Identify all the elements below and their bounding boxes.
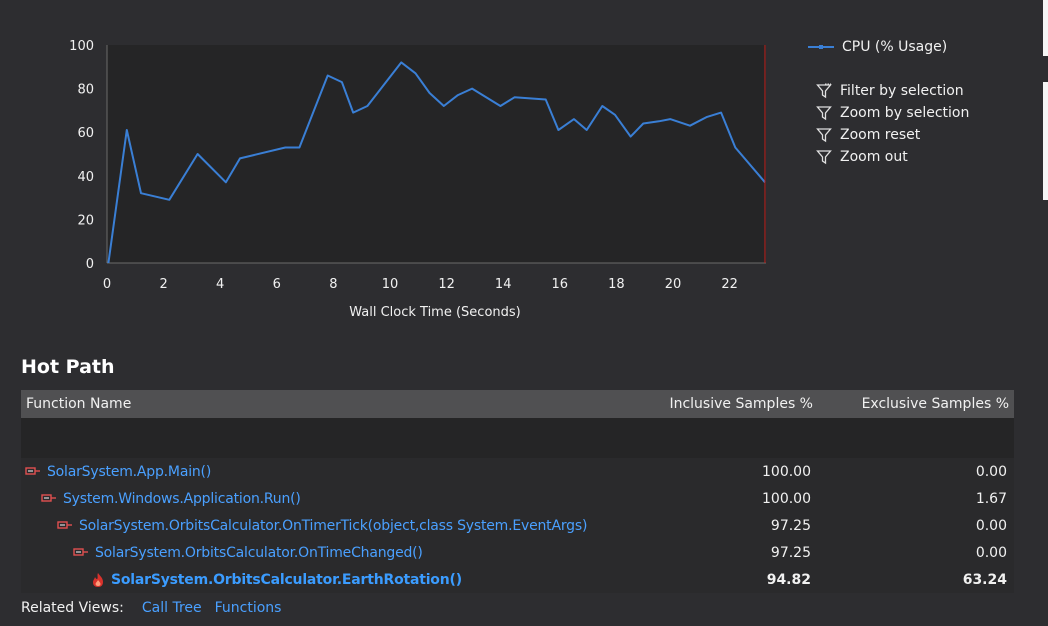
hot-path-icon — [73, 547, 88, 556]
hot-path-table: Function Name Inclusive Samples % Exclus… — [21, 390, 1014, 593]
zoom-by-selection-label: Zoom by selection — [840, 105, 970, 121]
function-name-link[interactable]: System.Windows.Application.Run() — [63, 490, 301, 507]
flame-icon — [93, 572, 103, 587]
related-views: Related Views: Call Tree Functions — [21, 600, 294, 616]
cpu-usage-chart[interactable]: 0 20 40 60 80 100 0 2 4 6 8 10 12 14 16 18 20 22 Wall Cl… — [0, 0, 1048, 340]
x-tick-label: 2 — [159, 277, 167, 292]
y-tick-label: 60 — [77, 126, 94, 141]
x-axis: 0 2 4 6 8 10 12 14 16 18 20 22 — [103, 277, 738, 292]
functions-link[interactable]: Functions — [214, 600, 282, 616]
x-tick-label: 0 — [103, 277, 111, 292]
inclusive-samples-value: 94.82 — [766, 571, 811, 588]
zoom-out-button[interactable]: Zoom out — [816, 149, 908, 165]
table-row[interactable]: System.Windows.Application.Run() 100.00 … — [21, 485, 1014, 512]
legend-label: CPU (% Usage) — [842, 39, 948, 55]
zoom-reset-label: Zoom reset — [840, 127, 921, 143]
table-header: Function Name Inclusive Samples % Exclus… — [21, 390, 1014, 418]
exclusive-samples-value: 0.00 — [975, 463, 1007, 480]
filter-selection-icon — [816, 83, 832, 99]
funnel-icon — [816, 128, 832, 143]
x-tick-label: 18 — [608, 277, 625, 292]
filter-by-selection-label: Filter by selection — [840, 83, 964, 99]
table-body: SolarSystem.App.Main() 100.00 0.00 Syste… — [21, 458, 1014, 593]
inclusive-samples-value: 97.25 — [770, 544, 811, 561]
x-tick-label: 16 — [552, 277, 569, 292]
filter-by-selection-button[interactable]: Filter by selection — [816, 83, 964, 99]
y-axis: 0 20 40 60 80 100 — [69, 39, 94, 272]
y-tick-label: 0 — [86, 257, 94, 272]
call-tree-link[interactable]: Call Tree — [141, 600, 202, 616]
function-name-link[interactable]: SolarSystem.OrbitsCalculator.OnTimerTick… — [79, 517, 588, 534]
table-row[interactable]: SolarSystem.OrbitsCalculator.OnTimerTick… — [21, 512, 1014, 539]
column-header-exclusive-samples[interactable]: Exclusive Samples % — [861, 396, 1009, 412]
column-header-inclusive-samples[interactable]: Inclusive Samples % — [669, 396, 813, 412]
funnel-icon — [816, 106, 832, 121]
plot-area[interactable] — [107, 45, 766, 263]
table-row[interactable]: SolarSystem.App.Main() 100.00 0.00 — [21, 458, 1014, 485]
exclusive-samples-value: 0.00 — [975, 544, 1007, 561]
inclusive-samples-value: 100.00 — [762, 490, 811, 507]
table-spacer — [21, 418, 1014, 458]
y-tick-label: 100 — [69, 39, 94, 54]
adjacent-panel-edge — [1043, 0, 1048, 200]
hot-path-icon — [25, 466, 40, 475]
hot-path-icon — [57, 520, 72, 529]
funnel-icon — [816, 150, 832, 165]
y-tick-label: 80 — [77, 83, 94, 98]
inclusive-samples-value: 97.25 — [770, 517, 811, 534]
legend-cpu-usage: CPU (% Usage) — [808, 39, 947, 55]
exclusive-samples-value: 0.00 — [975, 517, 1007, 534]
x-tick-label: 22 — [721, 277, 738, 292]
zoom-reset-button[interactable]: Zoom reset — [816, 127, 920, 143]
table-row[interactable]: SolarSystem.OrbitsCalculator.OnTimeChang… — [21, 539, 1014, 566]
x-tick-label: 6 — [273, 277, 281, 292]
column-header-function-name[interactable]: Function Name — [26, 396, 132, 412]
x-axis-label: Wall Clock Time (Seconds) — [349, 305, 521, 320]
function-name-link[interactable]: SolarSystem.OrbitsCalculator.OnTimeChang… — [95, 544, 423, 561]
cpu-usage-series-line — [107, 61, 766, 264]
y-tick-label: 20 — [77, 213, 94, 228]
related-views-label: Related Views: — [21, 600, 124, 616]
x-tick-label: 4 — [216, 277, 224, 292]
zoom-by-selection-button[interactable]: Zoom by selection — [816, 105, 969, 121]
legend-line-swatch — [808, 45, 834, 49]
function-name-link[interactable]: SolarSystem.App.Main() — [47, 463, 212, 480]
table-row[interactable]: SolarSystem.OrbitsCalculator.EarthRotati… — [21, 566, 1014, 593]
x-tick-label: 8 — [329, 277, 337, 292]
x-tick-label: 14 — [495, 277, 512, 292]
x-tick-label: 10 — [382, 277, 399, 292]
x-tick-label: 12 — [438, 277, 455, 292]
function-name-link[interactable]: SolarSystem.OrbitsCalculator.EarthRotati… — [111, 571, 462, 588]
zoom-out-label: Zoom out — [840, 149, 908, 165]
exclusive-samples-value: 63.24 — [962, 571, 1007, 588]
hot-path-title: Hot Path — [21, 356, 115, 378]
hot-path-icon — [41, 493, 56, 502]
x-tick-label: 20 — [665, 277, 682, 292]
inclusive-samples-value: 100.00 — [762, 463, 811, 480]
exclusive-samples-value: 1.67 — [975, 490, 1007, 507]
y-tick-label: 40 — [77, 170, 94, 185]
